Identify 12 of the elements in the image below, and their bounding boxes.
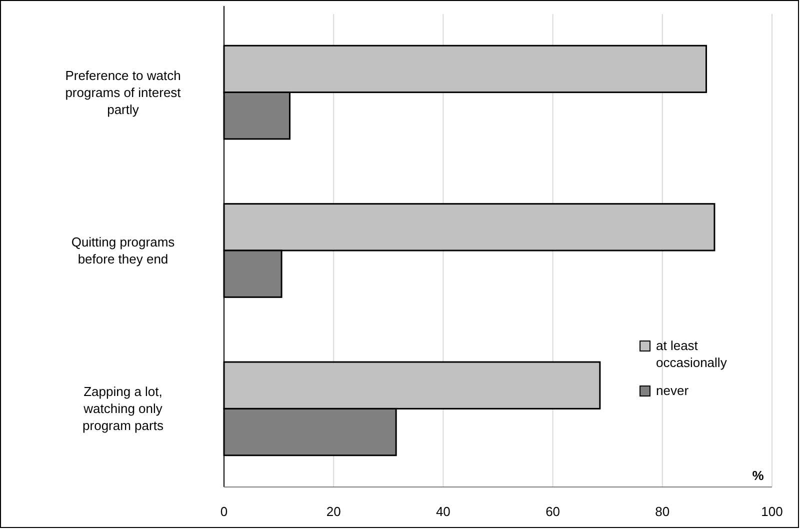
y-tick-label: Preference to watch programs of interest partly xyxy=(65,68,182,117)
x-tick-label: 20 xyxy=(326,504,341,519)
y-tick-label: Quitting programs before they end xyxy=(71,234,176,266)
x-tick-label: 100 xyxy=(761,504,783,519)
y-tick-label: Zapping a lot, watching only program parts xyxy=(82,384,164,434)
x-tick-label: 0 xyxy=(220,504,228,519)
legend-label: never xyxy=(656,383,690,398)
x-tick-label: 40 xyxy=(436,504,450,519)
x-tick-label: 80 xyxy=(655,504,670,519)
x-tick-label: 60 xyxy=(546,504,560,519)
legend-label: at least occasionally xyxy=(656,338,728,370)
x-axis-title: % xyxy=(752,468,764,483)
